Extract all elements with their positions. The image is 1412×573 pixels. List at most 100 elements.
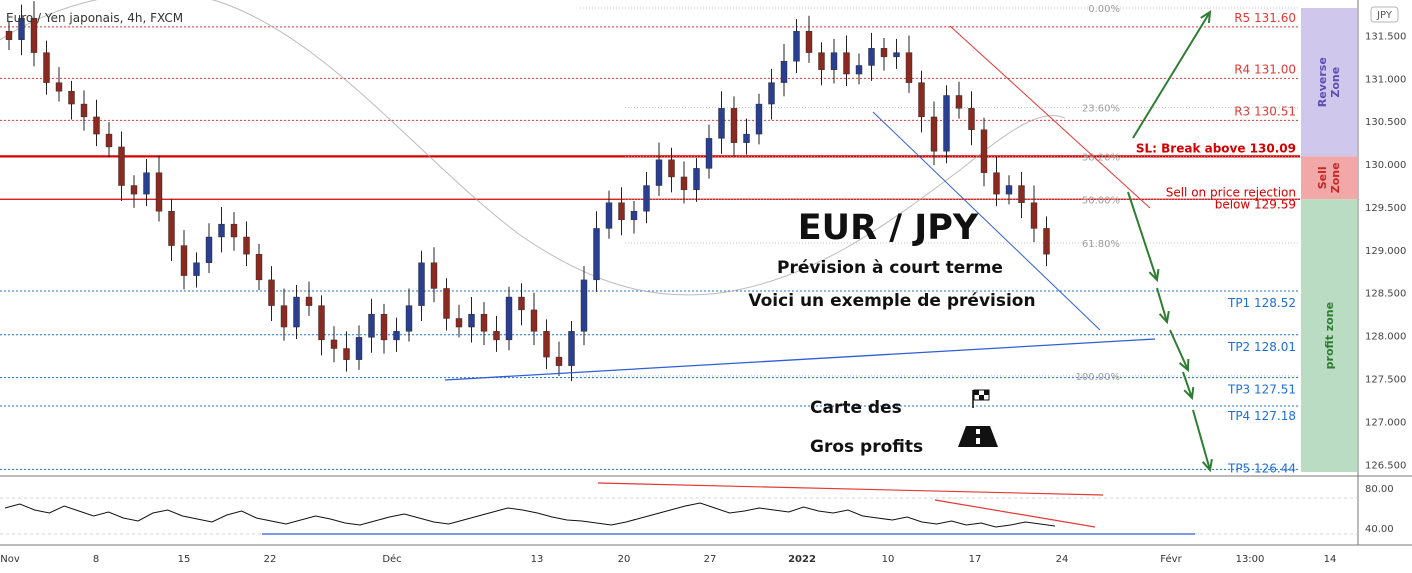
zone-label: Reverse Zone (1316, 57, 1342, 107)
candle-body (968, 108, 975, 130)
candle-body (518, 296, 525, 311)
candle-body (480, 313, 488, 332)
candle-body (168, 211, 175, 246)
candle-body (680, 176, 688, 191)
time-tick-label: 13:00 (1236, 554, 1265, 565)
candle-body (943, 95, 950, 152)
candle-body (330, 339, 338, 349)
candle-body (605, 202, 613, 229)
rsi-tick-label: 80.00 (1365, 484, 1394, 495)
candle-body (93, 116, 100, 135)
time-tick-label: Déc (382, 553, 401, 565)
zone-label-line: Sell (1316, 166, 1329, 189)
rsi-resistance-line-2 (934, 499, 1096, 528)
candle-body (243, 236, 250, 255)
candle-body (43, 52, 50, 83)
zone-label-line: Reverse (1316, 57, 1329, 107)
candle-body (280, 305, 288, 328)
time-tick-label: 27 (704, 554, 717, 565)
moving-average-line (0, 0, 1066, 296)
arrow-up-reverse (1132, 11, 1211, 139)
candle-body (805, 30, 813, 53)
symbol-title: Euro / Yen japonais, 4h, FXCM (6, 11, 183, 25)
candle-body (155, 172, 163, 212)
candle-body (593, 228, 600, 281)
candle-body (1005, 185, 1013, 195)
candle-body (30, 18, 38, 53)
candle-body (530, 309, 538, 332)
zone-label-line: Zone (1329, 67, 1342, 98)
price-tick-label: 128.000 (1365, 332, 1406, 343)
level-label-r4: R4 131.00 (1234, 62, 1296, 76)
candle-body (130, 185, 138, 195)
candle-body (55, 82, 63, 92)
time-tick-label: 24 (1056, 554, 1069, 565)
candle-body (855, 65, 863, 75)
candle-body (768, 82, 775, 105)
candle-body (418, 262, 425, 306)
candle-body (755, 103, 763, 135)
candle-body (105, 133, 113, 148)
arrow-down-5 (1192, 409, 1211, 471)
zone-label-line: profit zone (1323, 302, 1336, 369)
chart-title: EUR / JPY (798, 208, 979, 248)
candle-body (568, 331, 575, 366)
candle-body (930, 116, 938, 152)
currency-badge[interactable]: JPY (1370, 6, 1399, 23)
chart-subtitle-1: Prévision à court terme (777, 258, 1003, 278)
fib-label: 38.20% (1082, 152, 1120, 163)
candle-body (793, 30, 800, 62)
fib-label: 0.00% (1088, 4, 1120, 15)
roadmap-text-1: Carte des (810, 398, 902, 418)
arrow-down-3-head (1178, 358, 1190, 373)
arrow-down-4-head (1183, 386, 1195, 401)
arrow-up-reverse-head (1200, 10, 1212, 24)
level-label-tp1: TP1 128.52 (1227, 296, 1296, 310)
rsi-tick-label: 40.00 (1365, 524, 1394, 535)
arrow-down-2 (1156, 287, 1168, 323)
candle-body (693, 168, 700, 191)
arrow-down-3 (1169, 329, 1189, 371)
time-tick-label: 22 (264, 554, 277, 565)
channel-trendline (872, 111, 1101, 331)
candle-body (205, 236, 213, 263)
price-tick-label: 129.000 (1365, 246, 1406, 257)
fib-label: 50.00% (1082, 195, 1120, 206)
candle-body (180, 245, 188, 276)
price-tick-label: 126.500 (1365, 460, 1406, 471)
candle-body (818, 52, 825, 70)
road-icon (958, 426, 998, 447)
time-tick-label: 2022 (788, 554, 816, 565)
price-tick-label: 131.000 (1365, 74, 1406, 85)
candle-body (643, 185, 650, 212)
fib-label: 100.00% (1076, 372, 1121, 383)
candle-body (118, 146, 125, 186)
time-tick-label: 20 (618, 554, 631, 565)
level-label-tp2: TP2 128.01 (1227, 340, 1296, 354)
zone-label-line: Zone (1329, 162, 1342, 193)
candle-body (393, 331, 400, 341)
candle-body (68, 90, 75, 105)
candle-body (230, 223, 238, 238)
candle-body (743, 133, 750, 143)
candle-body (343, 348, 350, 360)
time-tick-label: 14 (1324, 554, 1337, 565)
candle-body (80, 103, 88, 118)
price-tick-label: 130.500 (1365, 117, 1406, 128)
rsi-line (4, 502, 1056, 528)
candle-body (618, 202, 625, 221)
candle-body (405, 305, 413, 332)
candle-body (355, 337, 363, 360)
candle-body (980, 129, 988, 173)
candle-body (705, 138, 713, 169)
zone-label: Sell Zone (1316, 162, 1342, 193)
candle-body (380, 313, 388, 341)
candle-body (993, 172, 1000, 195)
candle-body (455, 318, 463, 328)
candle-body (505, 296, 513, 341)
candle-body (368, 313, 375, 338)
candle-body (780, 60, 788, 83)
candle-body (830, 52, 838, 70)
price-tick-label: 129.500 (1365, 203, 1406, 214)
